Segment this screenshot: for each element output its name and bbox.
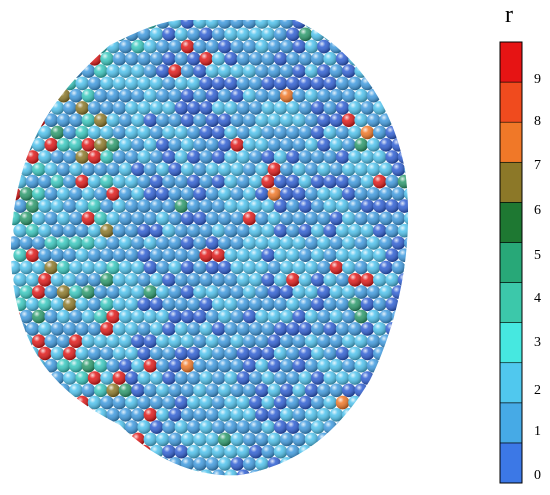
colorbar-segment xyxy=(499,362,523,404)
colorbar-tick-label: 6 xyxy=(534,203,541,218)
colorbar-segment xyxy=(499,41,523,83)
colorbar-segment xyxy=(499,282,523,323)
colorbar-tick-label: 1 xyxy=(534,424,541,439)
sphere-cluster xyxy=(10,20,409,476)
colorbar-segment xyxy=(499,322,523,364)
colorbar-tick-label: 7 xyxy=(534,158,541,173)
colorbar-segment xyxy=(499,442,523,484)
colorbar-outline xyxy=(499,41,523,484)
colorbar-segment xyxy=(499,161,523,203)
colorbar-segment xyxy=(499,202,523,243)
colorbar-tick-label: 3 xyxy=(534,335,541,350)
colorbar-tick-label: 9 xyxy=(534,72,541,87)
colorbar-tick-label: 5 xyxy=(534,248,541,263)
colorbar xyxy=(499,41,523,484)
colorbar-segment xyxy=(499,402,523,444)
colorbar-tick-label: 0 xyxy=(534,468,541,483)
colorbar-segment xyxy=(499,242,523,283)
colorbar-tick-label: 8 xyxy=(534,114,541,129)
colorbar-tick-label: 2 xyxy=(534,383,541,398)
colorbar-segment xyxy=(499,81,523,123)
colorbar-title: r xyxy=(505,2,513,28)
colorbar-segment xyxy=(499,121,523,163)
colorbar-tick-label: 4 xyxy=(534,291,541,306)
